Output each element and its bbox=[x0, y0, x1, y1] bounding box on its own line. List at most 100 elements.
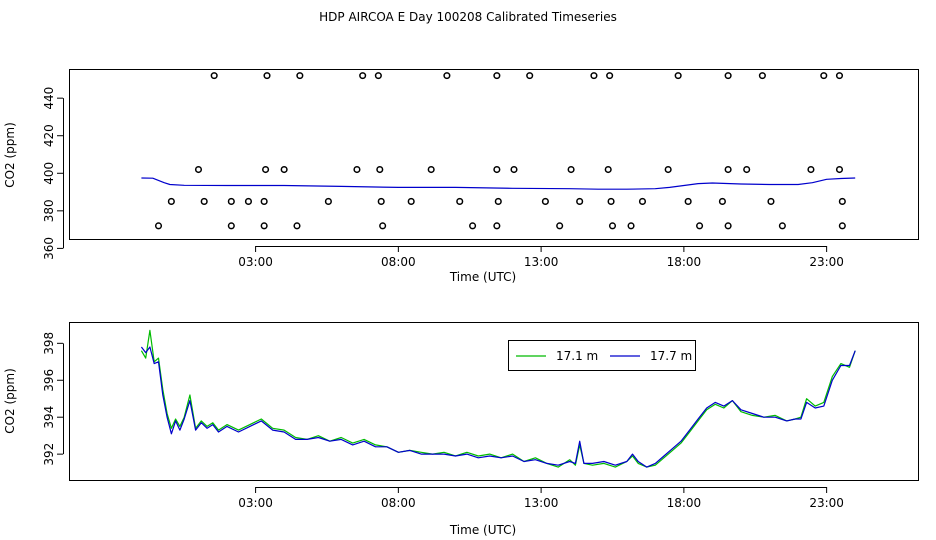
data-point bbox=[210, 72, 218, 80]
data-point bbox=[280, 165, 288, 174]
legend: 17.1 m 17.7 m bbox=[508, 340, 696, 371]
y-tick-label: 420 bbox=[42, 124, 56, 147]
data-point bbox=[167, 197, 175, 205]
data-point bbox=[838, 222, 846, 230]
data-point bbox=[324, 197, 332, 205]
data-point bbox=[493, 222, 501, 230]
data-point bbox=[427, 165, 435, 174]
data-point bbox=[377, 197, 385, 205]
panel-top-x-axis: 03:00 08:00 13:00 18:00 23:00 bbox=[238, 246, 844, 269]
x-tick-label: 03:00 bbox=[238, 255, 273, 269]
data-point bbox=[778, 222, 786, 230]
x-tick-label: 23:00 bbox=[809, 255, 844, 269]
data-point bbox=[260, 197, 268, 205]
data-point bbox=[526, 72, 534, 80]
data-point bbox=[494, 197, 502, 205]
y-tick-label: 392 bbox=[42, 443, 56, 466]
data-point bbox=[567, 165, 575, 174]
data-point bbox=[154, 222, 163, 230]
data-point bbox=[604, 165, 612, 174]
panel-bottom-x-title: Time (UTC) bbox=[449, 523, 516, 537]
data-point bbox=[263, 72, 271, 80]
panel-bottom-y-axis: 392 394 396 398 bbox=[42, 332, 64, 466]
panel-top-marks bbox=[141, 72, 856, 230]
data-point bbox=[684, 197, 692, 205]
data-point bbox=[807, 165, 815, 174]
data-point bbox=[293, 222, 301, 230]
data-point bbox=[743, 165, 751, 174]
y-tick-label: 380 bbox=[42, 199, 56, 222]
data-point bbox=[510, 165, 518, 174]
panel-bottom-marks bbox=[140, 329, 856, 468]
data-point bbox=[374, 72, 382, 80]
data-point bbox=[724, 222, 732, 230]
x-tick-label: 18:00 bbox=[667, 496, 702, 510]
data-point bbox=[556, 222, 564, 230]
legend-label-17-1m: 17.1 m bbox=[556, 349, 598, 363]
data-point bbox=[576, 197, 584, 205]
x-tick-label: 13:00 bbox=[524, 496, 559, 510]
data-point bbox=[456, 197, 464, 205]
data-point bbox=[493, 165, 501, 174]
data-point bbox=[835, 165, 844, 174]
panel-top-frame bbox=[69, 69, 919, 240]
panel-bottom-y-title: CO2 (ppm) bbox=[3, 368, 17, 434]
series-line-17-1-m bbox=[140, 329, 856, 468]
data-point bbox=[493, 72, 501, 80]
data-point bbox=[244, 197, 253, 205]
data-point bbox=[724, 165, 732, 174]
data-point bbox=[443, 72, 451, 80]
series-line bbox=[141, 177, 856, 190]
panel-bottom-x-axis: 03:00 08:00 13:00 18:00 23:00 bbox=[238, 487, 844, 510]
y-tick-label: 396 bbox=[42, 369, 56, 392]
series-line-17-7-m bbox=[140, 346, 856, 468]
data-point bbox=[541, 197, 549, 205]
y-tick-label: 360 bbox=[42, 237, 56, 260]
panel-top: 03:00 08:00 13:00 18:00 23:00 360 380 400 420 44… bbox=[3, 69, 919, 284]
data-point bbox=[227, 197, 235, 205]
x-tick-label: 03:00 bbox=[238, 496, 273, 510]
y-tick-label: 398 bbox=[42, 332, 56, 355]
x-tick-label: 08:00 bbox=[381, 255, 416, 269]
data-point bbox=[353, 165, 361, 174]
data-point bbox=[724, 72, 732, 80]
y-tick-label: 440 bbox=[42, 87, 56, 110]
data-point bbox=[260, 222, 268, 230]
x-tick-label: 23:00 bbox=[809, 496, 844, 510]
data-point bbox=[627, 222, 635, 230]
data-point bbox=[590, 72, 598, 80]
data-point bbox=[608, 222, 617, 230]
legend-label-17-7m: 17.7 m bbox=[650, 349, 692, 363]
panel-bottom-frame bbox=[69, 322, 919, 481]
y-tick-label: 400 bbox=[42, 162, 56, 185]
panel-top-y-title: CO2 (ppm) bbox=[3, 122, 17, 188]
data-point bbox=[664, 165, 672, 174]
x-tick-label: 13:00 bbox=[524, 255, 559, 269]
data-point bbox=[674, 72, 682, 80]
x-tick-label: 08:00 bbox=[381, 496, 416, 510]
data-point bbox=[469, 222, 477, 230]
data-point bbox=[227, 222, 235, 230]
data-point bbox=[200, 197, 208, 205]
panel-bottom: 03:00 08:00 13:00 18:00 23:00 392 394 396 398 T… bbox=[3, 322, 919, 537]
data-point bbox=[607, 197, 615, 205]
data-point bbox=[638, 197, 647, 205]
panel-top-x-title: Time (UTC) bbox=[449, 270, 516, 284]
data-point bbox=[718, 197, 726, 205]
panel-top-y-axis: 360 380 400 420 440 bbox=[42, 87, 64, 260]
data-point bbox=[758, 72, 766, 80]
y-tick-label: 394 bbox=[42, 406, 56, 429]
data-point bbox=[194, 165, 203, 174]
data-point bbox=[379, 222, 387, 230]
data-point bbox=[376, 165, 384, 174]
legend-box bbox=[508, 340, 696, 371]
data-point bbox=[820, 72, 828, 80]
data-point bbox=[835, 72, 844, 80]
data-point bbox=[696, 222, 704, 230]
data-point bbox=[407, 197, 415, 205]
data-point bbox=[296, 72, 304, 80]
chart-title: HDP AIRCOA E Day 100208 Calibrated Times… bbox=[319, 10, 617, 24]
x-tick-label: 18:00 bbox=[667, 255, 702, 269]
data-point bbox=[767, 197, 775, 205]
